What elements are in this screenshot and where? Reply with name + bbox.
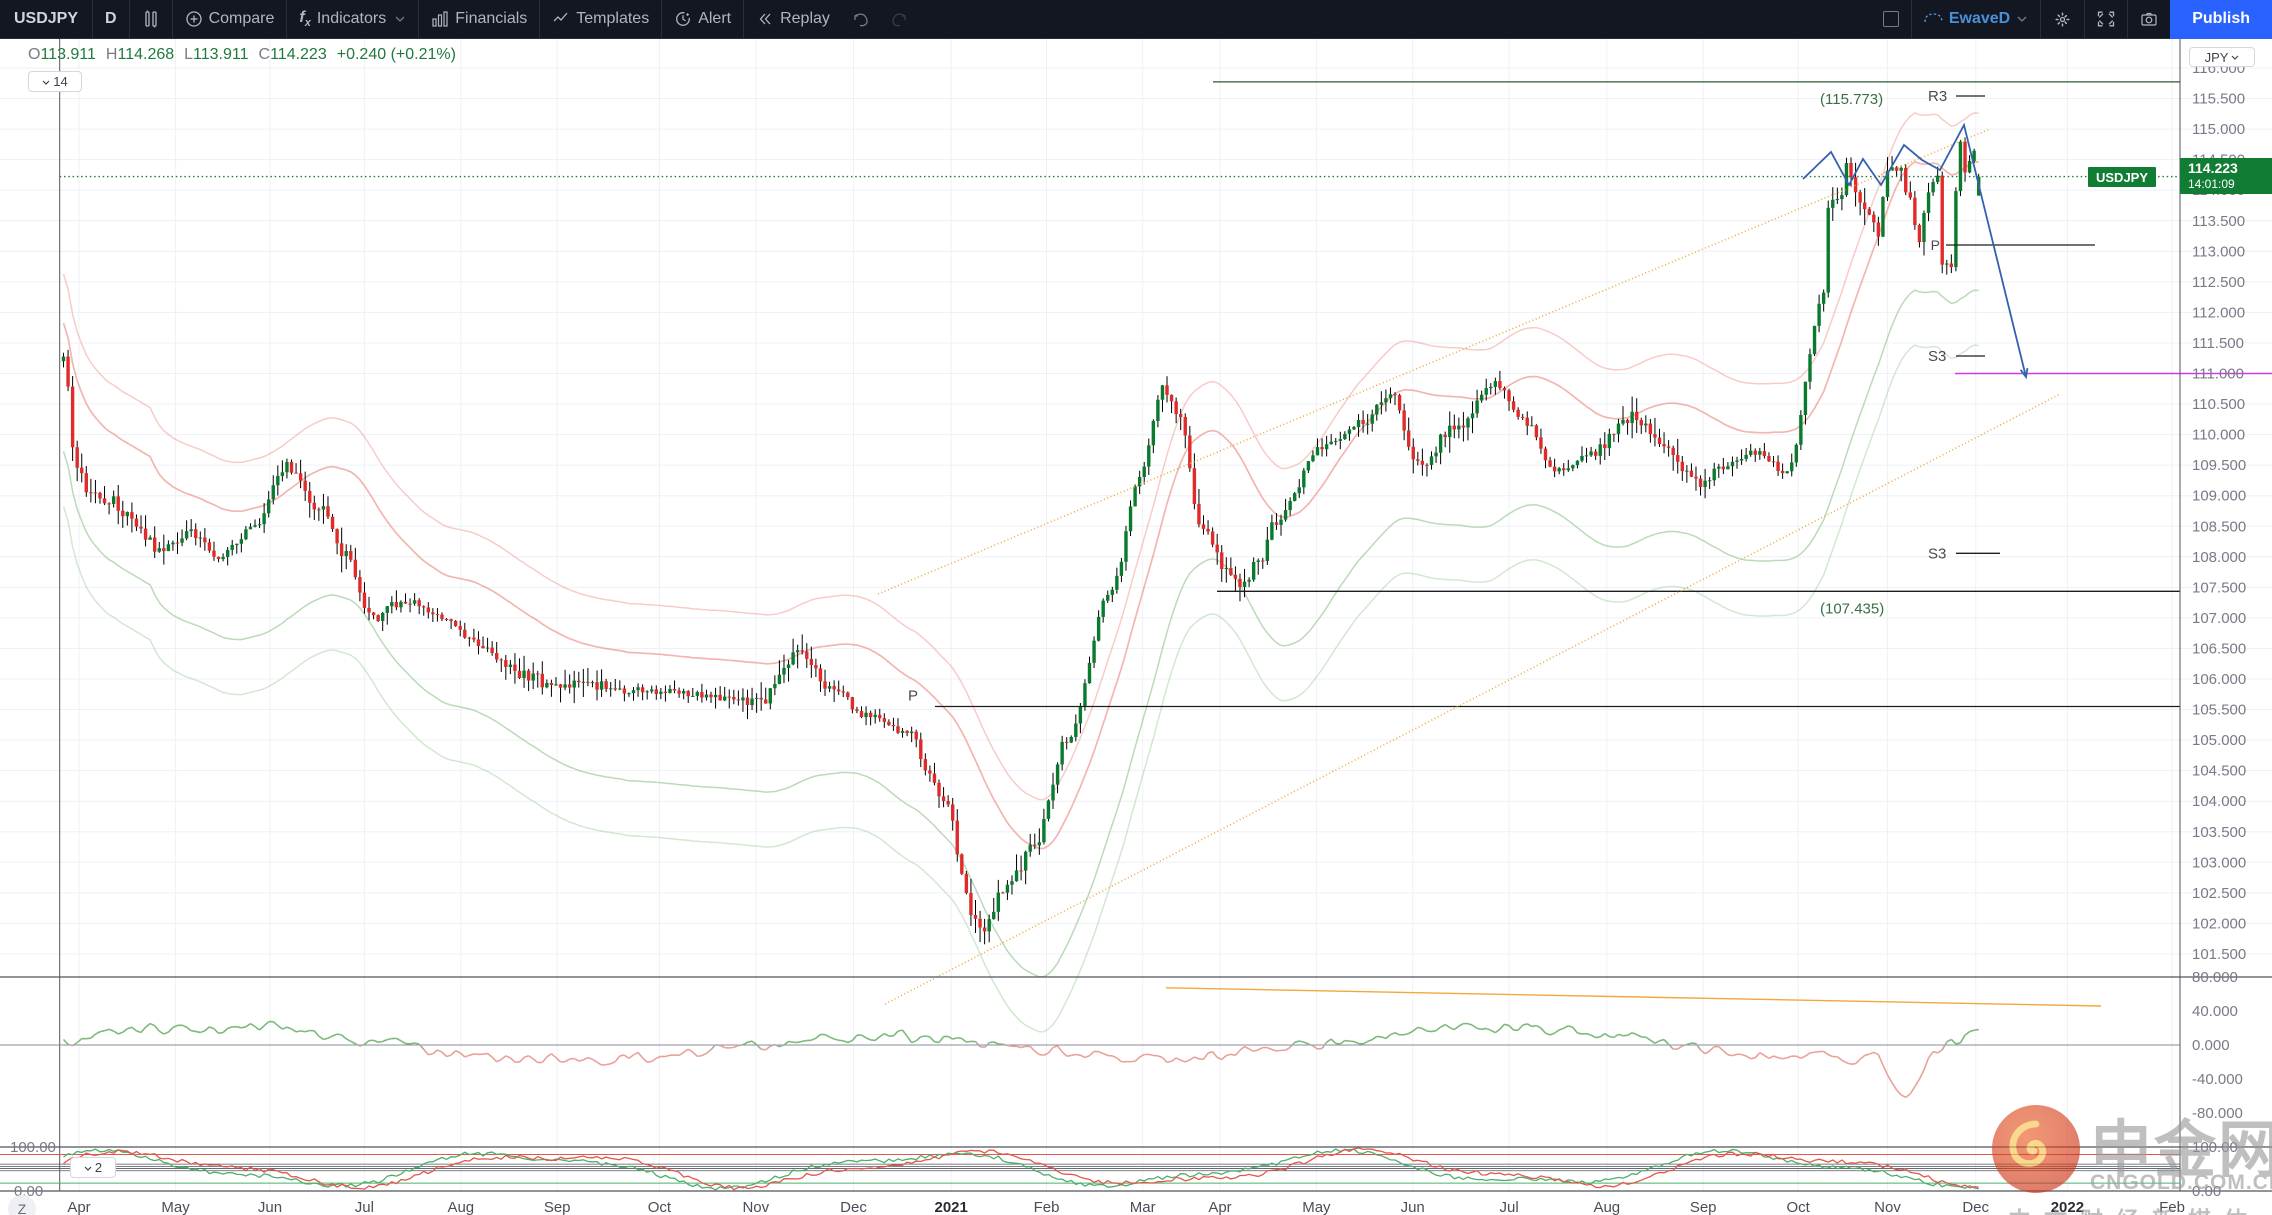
svg-text:110.500: 110.500 [2192, 396, 2245, 413]
svg-text:100.00: 100.00 [2192, 1139, 2238, 1156]
svg-text:105.500: 105.500 [2192, 702, 2246, 719]
svg-text:100.00: 100.00 [10, 1139, 56, 1156]
svg-text:112.000: 112.000 [2192, 304, 2245, 321]
svg-text:112.500: 112.500 [2192, 274, 2245, 291]
svg-text:101.500: 101.500 [2192, 946, 2246, 963]
svg-text:40.000: 40.000 [2192, 1003, 2238, 1020]
svg-text:104.500: 104.500 [2192, 763, 2246, 780]
svg-text:P: P [1931, 237, 1940, 253]
svg-text:111.000: 111.000 [2192, 366, 2244, 383]
svg-text:115.500: 115.500 [2192, 91, 2245, 108]
svg-text:S3: S3 [1928, 348, 1946, 365]
svg-text:108.000: 108.000 [2192, 549, 2246, 566]
svg-text:107.500: 107.500 [2192, 579, 2246, 596]
svg-text:103.000: 103.000 [2192, 854, 2246, 871]
svg-text:103.500: 103.500 [2192, 824, 2246, 841]
svg-text:105.000: 105.000 [2192, 732, 2246, 749]
svg-text:(107.435): (107.435) [1820, 600, 1884, 617]
svg-text:102.500: 102.500 [2192, 885, 2246, 902]
svg-text:104.000: 104.000 [2192, 793, 2246, 810]
svg-text:S3: S3 [1928, 545, 1946, 562]
svg-text:113.500: 113.500 [2192, 213, 2245, 230]
svg-text:P: P [908, 687, 918, 704]
svg-text:(115.773): (115.773) [1820, 91, 1883, 108]
svg-text:-80.000: -80.000 [2192, 1105, 2243, 1122]
svg-text:106.500: 106.500 [2192, 640, 2246, 657]
svg-text:109.000: 109.000 [2192, 488, 2246, 505]
svg-text:-40.000: -40.000 [2192, 1071, 2243, 1088]
svg-text:80.000: 80.000 [2192, 969, 2238, 986]
svg-text:115.000: 115.000 [2192, 121, 2245, 138]
svg-text:106.000: 106.000 [2192, 671, 2246, 688]
svg-text:109.500: 109.500 [2192, 457, 2246, 474]
svg-text:110.000: 110.000 [2192, 427, 2245, 444]
svg-text:102.000: 102.000 [2192, 915, 2246, 932]
svg-text:107.000: 107.000 [2192, 610, 2246, 627]
svg-text:R3: R3 [1928, 88, 1947, 105]
svg-text:0.000: 0.000 [2192, 1037, 2230, 1054]
svg-text:108.500: 108.500 [2192, 518, 2246, 535]
svg-text:111.500: 111.500 [2192, 335, 2244, 352]
svg-text:113.000: 113.000 [2192, 243, 2245, 260]
